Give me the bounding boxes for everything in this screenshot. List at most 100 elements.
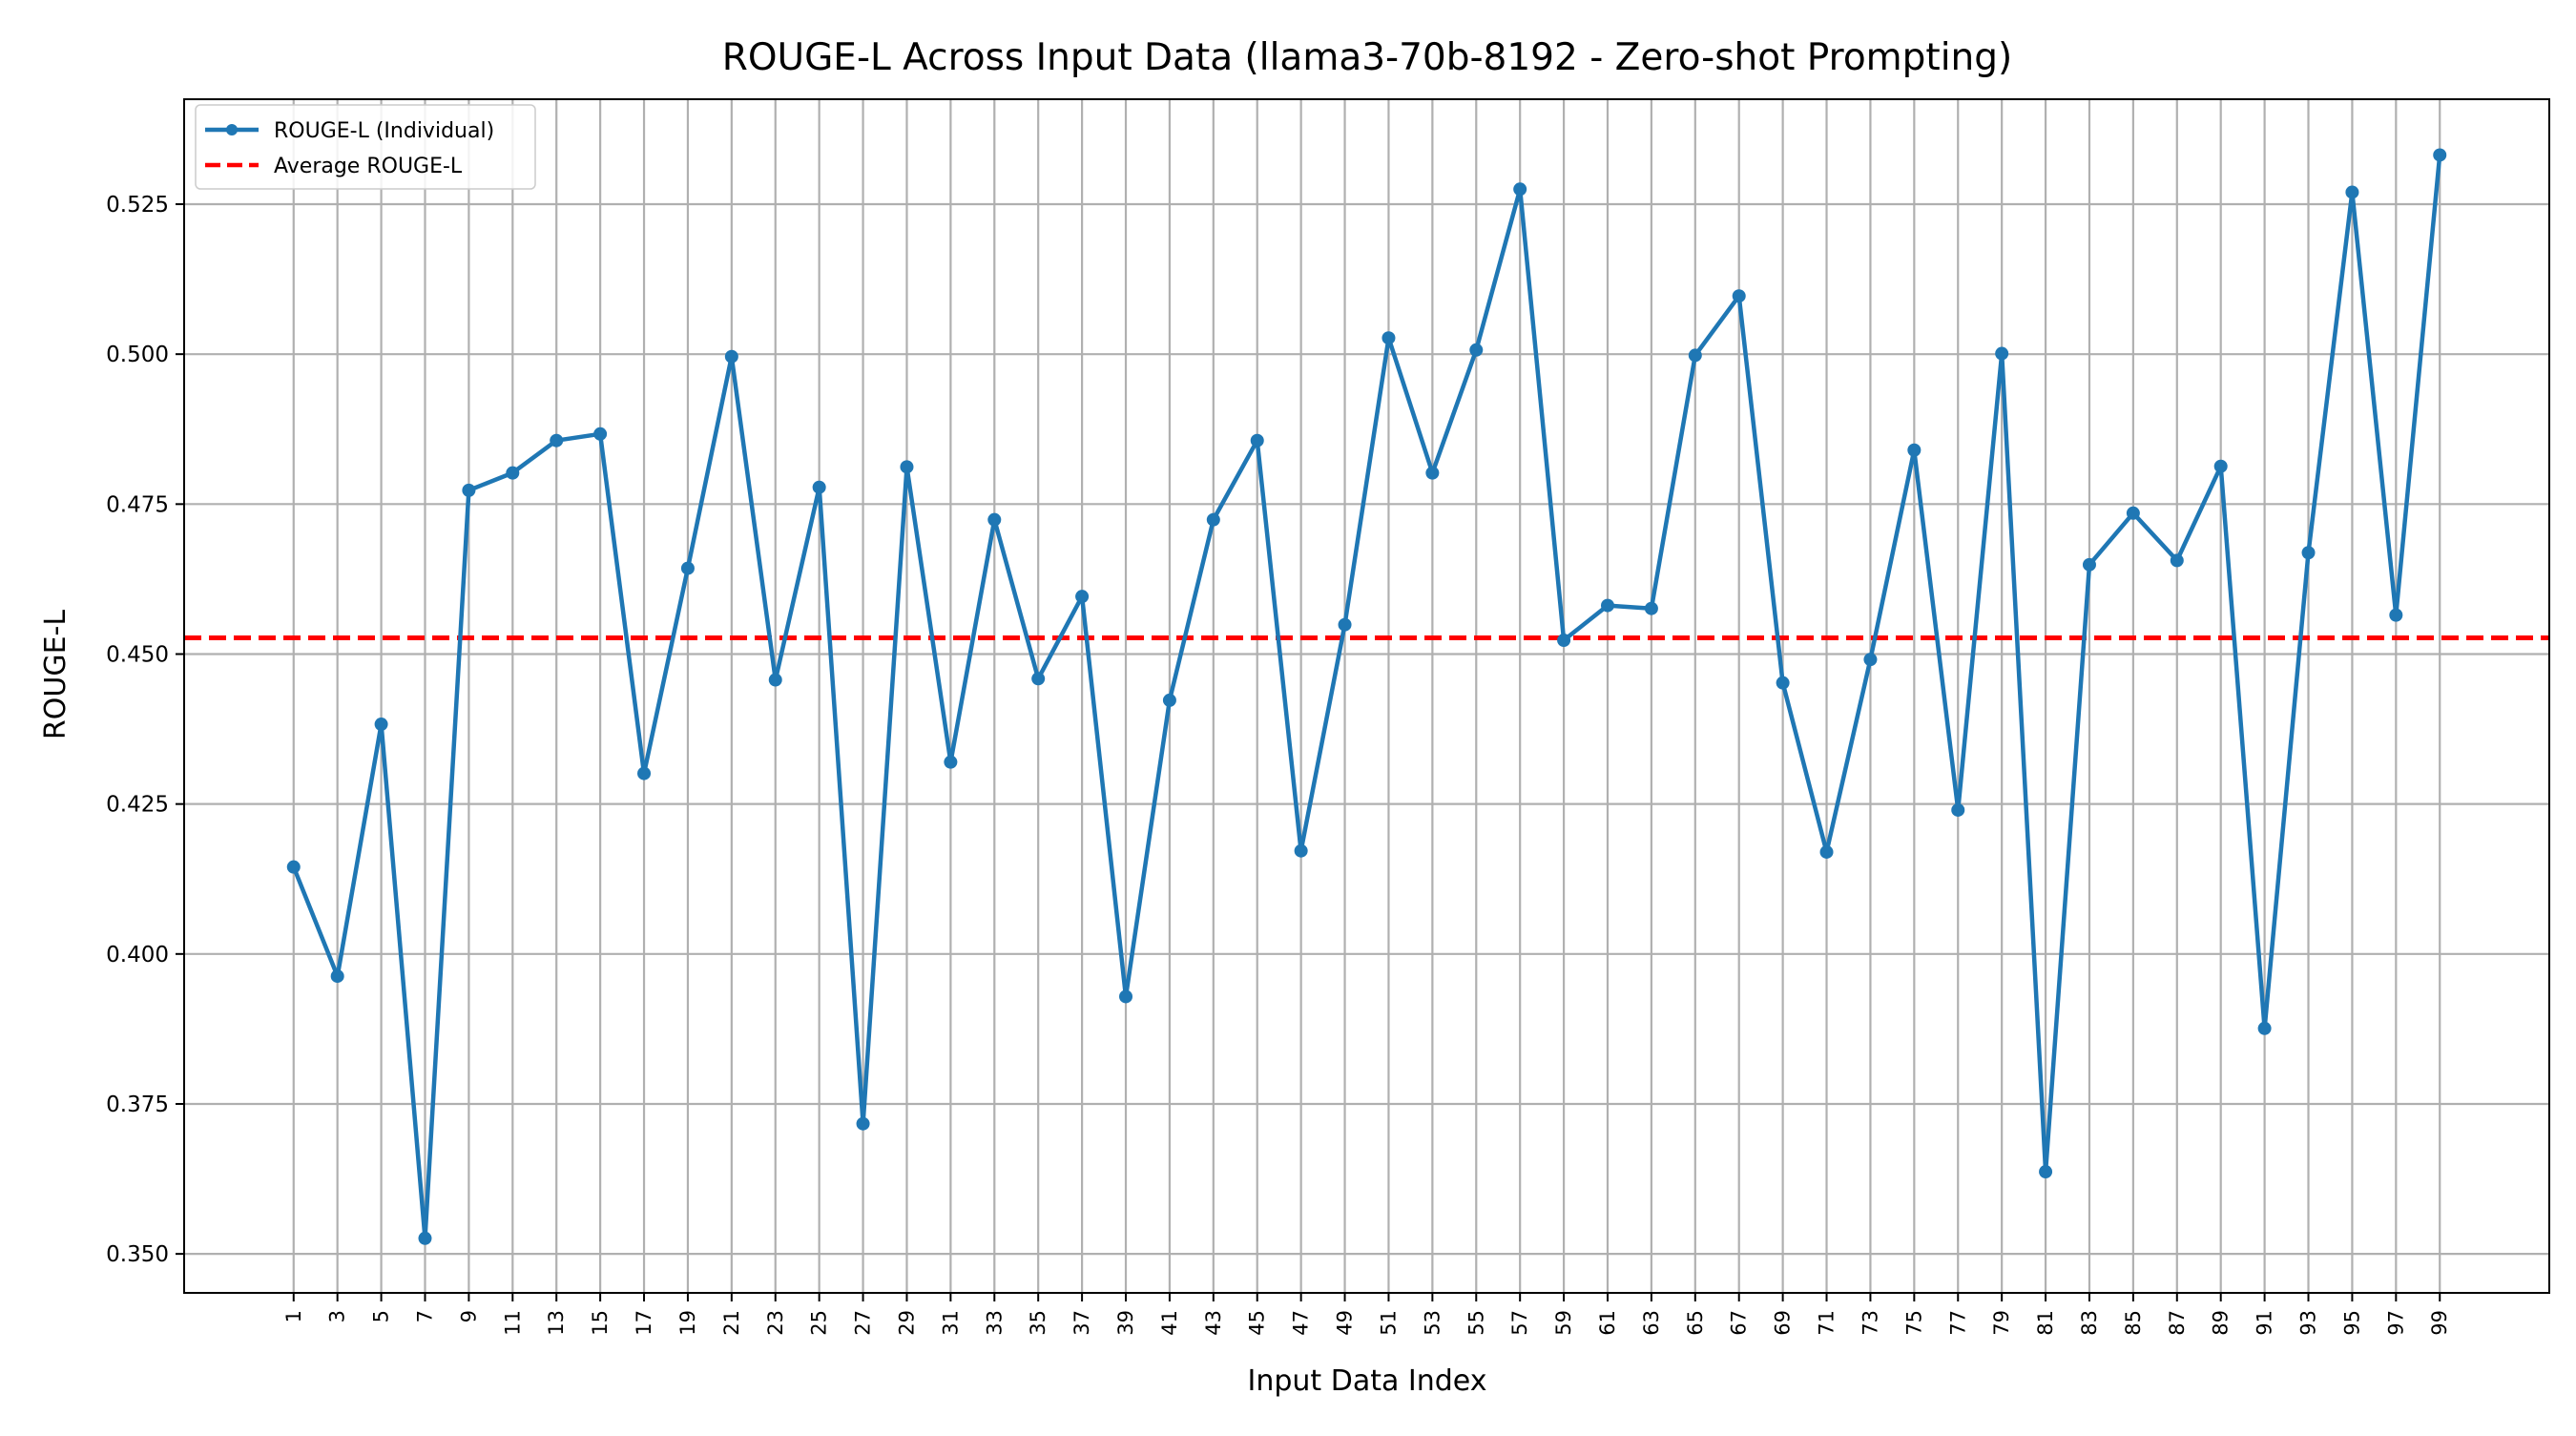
x-tick-label: 39: [1114, 1310, 1137, 1336]
x-tick-label: 71: [1816, 1310, 1839, 1336]
x-tick-label: 93: [2297, 1310, 2320, 1336]
x-tick-label: 25: [808, 1310, 831, 1336]
data-point: [1469, 343, 1484, 357]
data-point: [1425, 466, 1440, 480]
x-tick-label: 55: [1465, 1310, 1487, 1336]
x-tick-label: 41: [1158, 1310, 1181, 1336]
x-tick-label: 35: [1027, 1310, 1049, 1336]
data-point: [2126, 506, 2140, 520]
data-point: [1381, 331, 1396, 345]
legend-label-individual: ROUGE-L (Individual): [274, 119, 494, 143]
x-tick-label: 57: [1508, 1310, 1531, 1336]
data-point: [1644, 601, 1658, 615]
data-point: [2345, 185, 2359, 199]
y-tick-label: 0.450: [106, 642, 169, 667]
x-tick-label: 13: [545, 1310, 568, 1336]
data-point: [2257, 1021, 2272, 1035]
data-point: [1294, 843, 1308, 858]
x-tick-label: 63: [1640, 1310, 1663, 1336]
x-tick-label: 7: [413, 1310, 436, 1322]
x-tick-label: 87: [2166, 1310, 2189, 1336]
y-tick-label: 0.475: [106, 492, 169, 517]
chart-legend: ROUGE-L (Individual) Average ROUGE-L: [195, 104, 536, 190]
data-point: [1119, 989, 1133, 1004]
data-point: [330, 969, 344, 984]
data-point: [2389, 608, 2403, 622]
data-point: [724, 349, 738, 364]
x-tick-label: 5: [370, 1310, 393, 1322]
data-point: [1776, 676, 1790, 690]
y-tick-label: 0.400: [106, 943, 169, 968]
data-point: [1075, 590, 1090, 604]
x-tick-label: 95: [2340, 1310, 2363, 1336]
x-tick-label: 31: [939, 1310, 962, 1336]
data-point: [506, 466, 520, 480]
data-point: [1951, 802, 1965, 817]
data-point: [2301, 546, 2316, 560]
data-point: [286, 860, 301, 874]
x-tick-label: 65: [1684, 1310, 1707, 1336]
x-tick-label: 97: [2384, 1310, 2407, 1336]
data-point: [812, 480, 826, 494]
x-tick-label: 69: [1772, 1310, 1795, 1336]
x-tick-label: 61: [1596, 1310, 1619, 1336]
data-point: [1907, 443, 1922, 457]
x-tick-label: 47: [1290, 1310, 1313, 1336]
legend-marker-individual: [226, 124, 238, 135]
y-axis-ticks: 0.350 0.375 0.400 0.425 0.450 0.475 0.500 0.525: [106, 193, 184, 1267]
data-point: [2082, 557, 2096, 572]
data-point: [2433, 148, 2447, 162]
x-tick-label: 19: [676, 1310, 699, 1336]
data-point: [2039, 1165, 2053, 1179]
data-point: [2213, 459, 2228, 473]
series-line-individual: [291, 155, 2442, 1241]
x-tick-label: 53: [1421, 1310, 1444, 1336]
x-tick-label: 75: [1902, 1310, 1925, 1336]
data-point: [1031, 672, 1046, 686]
data-point: [680, 561, 695, 575]
y-axis-label: ROUGE-L: [39, 610, 73, 739]
data-point: [418, 1231, 432, 1245]
data-point: [1162, 693, 1176, 707]
y-tick-label: 0.375: [106, 1093, 169, 1117]
x-tick-label: 43: [1202, 1310, 1225, 1336]
data-point: [2170, 553, 2184, 568]
x-tick-label: 17: [633, 1310, 655, 1336]
y-tick-label: 0.350: [106, 1242, 169, 1267]
x-tick-label: 79: [1990, 1310, 2013, 1336]
x-tick-label: 77: [1946, 1310, 1969, 1336]
data-point: [462, 483, 476, 497]
data-point: [1513, 182, 1527, 197]
data-point: [1995, 346, 2009, 361]
x-tick-label: 67: [1728, 1310, 1751, 1336]
x-axis-label: Input Data Index: [1248, 1364, 1487, 1398]
x-tick-label: 85: [2122, 1310, 2145, 1336]
x-tick-label: 37: [1070, 1310, 1093, 1336]
data-point: [1206, 512, 1220, 527]
x-tick-label: 3: [326, 1310, 349, 1322]
data-point: [900, 460, 914, 474]
x-tick-label: 91: [2254, 1310, 2276, 1336]
x-tick-label: 11: [501, 1310, 524, 1336]
plot-frame: [183, 98, 2550, 1294]
data-point: [1557, 634, 1571, 648]
x-tick-label: 89: [2210, 1310, 2233, 1336]
data-point: [1250, 433, 1264, 447]
data-point: [1688, 348, 1702, 363]
y-tick-label: 0.525: [106, 193, 169, 218]
data-point: [637, 766, 652, 780]
x-tick-label: 99: [2428, 1310, 2451, 1336]
data-point: [1819, 844, 1834, 859]
x-tick-label: 21: [720, 1310, 743, 1336]
data-point: [374, 718, 388, 732]
y-tick-label: 0.500: [106, 343, 169, 367]
data-point: [1600, 598, 1614, 613]
data-point: [768, 673, 782, 687]
data-point: [987, 512, 1002, 527]
x-tick-label: 9: [457, 1310, 480, 1322]
x-tick-label: 15: [589, 1310, 612, 1336]
x-tick-label: 33: [983, 1310, 1006, 1336]
grid-lines: [184, 99, 2549, 1293]
x-tick-label: 51: [1377, 1310, 1400, 1336]
